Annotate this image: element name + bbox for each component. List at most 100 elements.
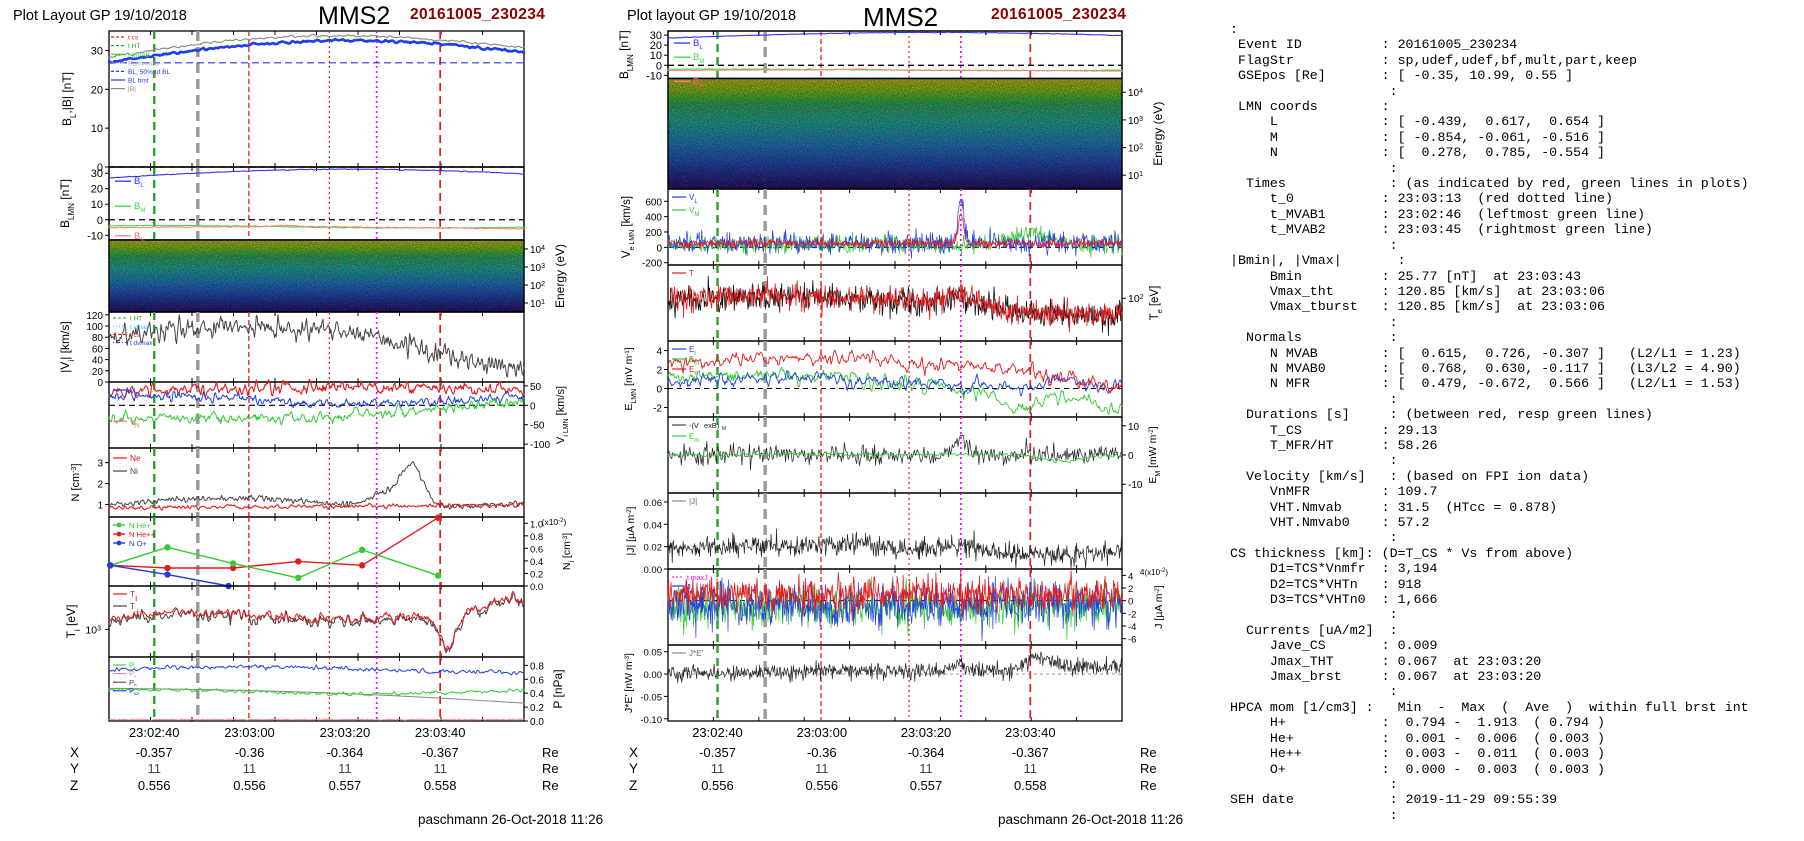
- svg-text:102: 102: [530, 281, 545, 293]
- svg-text:Re: Re: [1140, 745, 1157, 760]
- svg-text:101: 101: [530, 299, 545, 311]
- svg-text:0.04: 0.04: [644, 520, 663, 531]
- svg-text:BM: BM: [693, 52, 704, 65]
- svg-text:0: 0: [1128, 451, 1134, 462]
- svg-text:VM: VM: [689, 206, 699, 218]
- svg-text:VL: VL: [130, 386, 139, 398]
- svg-text:Ti [eV]: Ti [eV]: [64, 605, 82, 639]
- svg-text:4(x10-2): 4(x10-2): [1140, 568, 1168, 577]
- svg-text:200: 200: [645, 228, 662, 239]
- svg-text:Re: Re: [542, 761, 559, 776]
- svg-text:-0.367: -0.367: [422, 745, 459, 760]
- svg-text:103: 103: [530, 263, 545, 275]
- svg-text:-50: -50: [530, 421, 545, 432]
- svg-text:-0.367: -0.367: [1012, 745, 1049, 760]
- svg-text:11: 11: [815, 761, 829, 776]
- svg-text:-10: -10: [1128, 480, 1143, 491]
- svg-text:-2: -2: [1128, 609, 1136, 620]
- svg-text:0.557: 0.557: [329, 778, 362, 793]
- svg-text:10: 10: [1128, 422, 1140, 433]
- svg-text:-200: -200: [642, 259, 662, 270]
- svg-text:11: 11: [711, 761, 725, 776]
- svg-text:N He+: N He+: [129, 521, 151, 530]
- svg-text:|J|: |J|: [689, 497, 697, 506]
- svg-text:b: b: [134, 665, 137, 670]
- svg-text:11: 11: [919, 761, 933, 776]
- svg-text:104: 104: [1128, 88, 1143, 100]
- svg-text:20: 20: [91, 84, 103, 96]
- svg-text:-4: -4: [1128, 622, 1136, 633]
- svg-text:0.556: 0.556: [138, 778, 171, 793]
- svg-text:2: 2: [1128, 584, 1133, 595]
- svg-text:e: e: [134, 674, 137, 679]
- svg-text:10: 10: [91, 123, 103, 135]
- svg-text:0: 0: [530, 401, 536, 412]
- svg-text:0.8: 0.8: [530, 661, 544, 672]
- svg-text:600: 600: [645, 197, 662, 208]
- svg-text:Te [eV]: Te [eV]: [1149, 286, 1164, 321]
- svg-text:2: 2: [97, 480, 103, 491]
- svg-text:0.558: 0.558: [1014, 778, 1047, 793]
- svg-text:h: h: [134, 683, 137, 688]
- svg-text:104: 104: [530, 244, 545, 256]
- svg-text:0.556: 0.556: [806, 778, 839, 793]
- svg-text:X: X: [629, 745, 638, 760]
- svg-text:t cs: t cs: [130, 332, 140, 339]
- svg-text:0.06: 0.06: [644, 498, 663, 509]
- svg-text:0.02: 0.02: [644, 543, 663, 554]
- svg-text:100: 100: [86, 322, 103, 333]
- svg-text:Z: Z: [70, 778, 78, 793]
- svg-text:-10: -10: [87, 230, 103, 242]
- svg-text:-0.05: -0.05: [640, 692, 662, 703]
- svg-text:23:02:40: 23:02:40: [692, 725, 743, 740]
- svg-text:400: 400: [645, 213, 662, 224]
- svg-text:Y: Y: [629, 761, 638, 776]
- svg-text:BM: BM: [134, 201, 145, 214]
- svg-text:exB): exB): [704, 421, 719, 430]
- svg-text:0: 0: [1128, 597, 1133, 608]
- svg-text:0: 0: [656, 385, 662, 396]
- svg-text:1: 1: [97, 501, 103, 512]
- svg-text:BL: BL: [693, 38, 703, 51]
- svg-text:-100: -100: [530, 440, 550, 451]
- svg-text:t HT: t HT: [128, 43, 140, 50]
- svg-text:Em: Em: [689, 432, 699, 444]
- svg-text:11: 11: [338, 761, 352, 776]
- svg-text:23:03:20: 23:03:20: [320, 725, 371, 740]
- svg-text:23:03:40: 23:03:40: [1005, 725, 1056, 740]
- svg-text:-0.36: -0.36: [235, 745, 265, 760]
- svg-text:∥: ∥: [135, 595, 138, 602]
- svg-text:-0.36: -0.36: [807, 745, 837, 760]
- svg-text:0.556: 0.556: [233, 778, 266, 793]
- svg-text:Ni: Ni: [130, 466, 138, 476]
- svg-text:20: 20: [92, 367, 104, 378]
- svg-text:0: 0: [97, 215, 103, 227]
- svg-text:0.557: 0.557: [910, 778, 943, 793]
- svg-text:0: 0: [97, 378, 103, 389]
- svg-text:0.2: 0.2: [530, 703, 544, 714]
- svg-text:⊥: ⊥: [135, 607, 140, 614]
- svg-text:Energy (eV): Energy (eV): [553, 244, 567, 308]
- svg-text:2: 2: [656, 366, 662, 377]
- svg-text:Ve LMN [km/s]: Ve LMN [km/s]: [621, 196, 636, 258]
- svg-text:t vmax: t vmax: [130, 324, 150, 331]
- svg-text:t HT: t HT: [130, 316, 142, 323]
- svg-text:-0.364: -0.364: [908, 745, 945, 760]
- svg-text:BL: BL: [134, 176, 144, 189]
- svg-text:3: 3: [97, 459, 103, 470]
- svg-text:BL,|B| [nT]: BL,|B| [nT]: [60, 72, 78, 126]
- svg-text:J*E' [nW m-3]: J*E' [nW m-3]: [623, 653, 635, 713]
- svg-text:M: M: [722, 426, 726, 432]
- svg-text:23:03:40: 23:03:40: [415, 725, 466, 740]
- svg-text:Z: Z: [629, 778, 637, 793]
- svg-text:N He++: N He++: [129, 530, 156, 539]
- svg-text:103: 103: [85, 624, 101, 636]
- svg-text:t cs: t cs: [128, 35, 139, 42]
- svg-text:0.0: 0.0: [530, 582, 543, 593]
- svg-text:-0.357: -0.357: [699, 745, 736, 760]
- svg-text:0.4: 0.4: [530, 557, 543, 568]
- svg-text:102: 102: [1128, 143, 1143, 155]
- svg-text:BLMN [nT]: BLMN [nT]: [617, 30, 635, 79]
- svg-text:30: 30: [91, 168, 103, 180]
- svg-text:40: 40: [92, 356, 104, 367]
